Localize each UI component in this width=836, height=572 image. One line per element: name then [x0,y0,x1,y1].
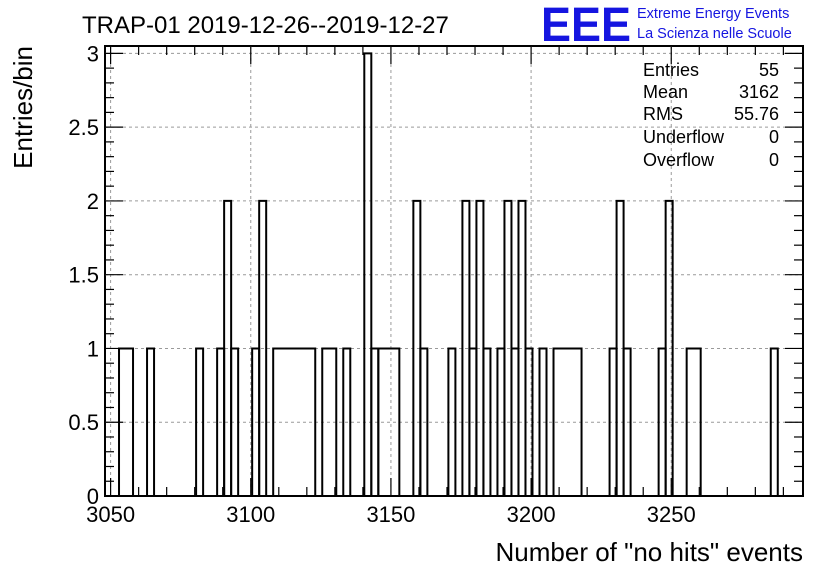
stat-value-underflow: 0 [769,127,779,147]
stat-value-rms: 55.76 [734,104,779,124]
stat-label-overflow: Overflow [643,150,715,170]
y-tick-label: 2.5 [68,115,99,140]
stat-label-rms: RMS [643,104,683,124]
x-tick-label: 3200 [507,502,556,527]
histogram-bin [482,347,492,496]
histogram-bin [524,347,534,496]
stat-value-entries: 55 [759,60,779,80]
stat-value-overflow: 0 [769,150,779,170]
stat-label-mean: Mean [643,82,688,102]
chart-title: TRAP-01 2019-12-26--2019-12-27 [82,12,449,39]
histogram-bin [258,199,268,496]
histogram-bin [321,347,338,496]
x-tick-label: 3150 [366,502,415,527]
y-tick-label: 0 [87,484,99,509]
histogram-bin [622,347,632,496]
eee-logo: EEE Extreme Energy Events La Scienza nel… [541,0,792,52]
histogram-bin [272,347,317,496]
x-tick-label: 3250 [647,502,696,527]
y-tick-label: 1.5 [68,263,99,288]
stat-label-entries: Entries [643,60,699,80]
stat-label-underflow: Underflow [643,127,725,147]
y-tick-label: 3 [87,41,99,66]
y-axis-label: Entries/bin [8,46,38,169]
histogram-bin [685,347,702,496]
histogram-bin [195,347,205,496]
histogram-bin [146,347,156,496]
histogram-bin [769,347,779,496]
plot-frame [104,45,804,497]
axis-ticks: 3050 3100 3150 3200 3250 0 0.5 1 1.5 2 2.5 3 [68,41,803,527]
stats-box: Entries 55 Mean 3162 RMS 55.76 Underflow… [643,60,779,170]
histogram-bin [664,199,674,496]
histogram-bin [342,347,352,496]
x-axis-label: Number of "no hits" events [496,537,804,567]
histogram-bin [377,347,401,496]
histogram-bin [552,347,583,496]
histogram-bin [230,347,240,496]
logo-line1: Extreme Energy Events [637,6,789,22]
histogram-bin [538,347,548,496]
stat-value-mean: 3162 [739,82,779,102]
y-tick-label: 1 [87,336,99,361]
logo-line2: La Scienza nelle Scuole [637,26,792,42]
histogram-series [118,52,779,496]
grid [105,46,803,496]
x-tick-label: 3050 [86,502,135,527]
x-tick-label: 3100 [226,502,275,527]
y-tick-label: 2 [87,189,99,214]
logo-letters: EEE [541,0,631,52]
histogram-bin [419,347,429,496]
y-tick-label: 0.5 [68,410,99,435]
histogram-bin [363,52,373,496]
histogram-bin [447,347,457,496]
